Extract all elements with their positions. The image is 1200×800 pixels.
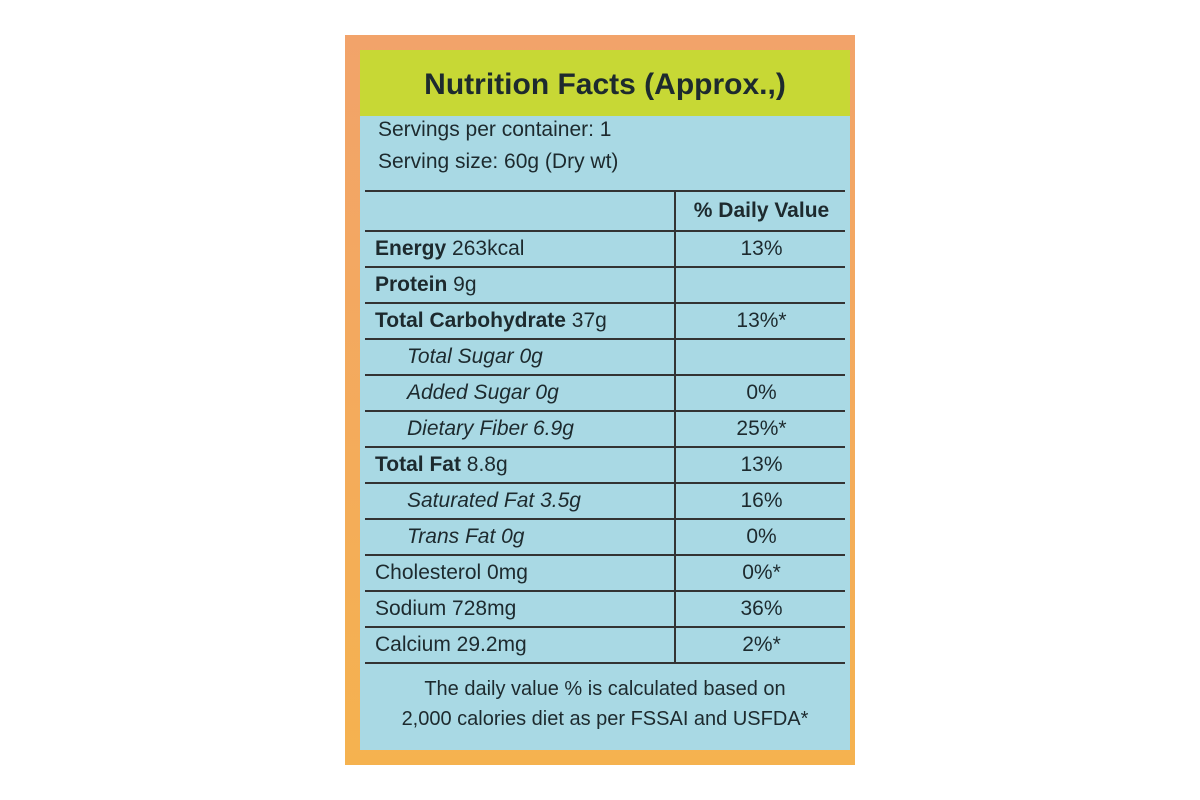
nutrient-row: Total Carbohydrate 37g 13%* [365,304,845,340]
nutrient-amount: Total Sugar 0g [407,345,543,368]
daily-value: 2%* [674,628,847,662]
nutrient-amount: Dietary Fiber 6.9g [407,417,574,440]
daily-value: 13%* [674,304,847,338]
nutrient-row: Saturated Fat 3.5g 16% [365,484,845,520]
nutrient-label: Energy [375,237,447,260]
nutrient-amount: 9g [447,273,477,296]
nutrient-row: Trans Fat 0g 0% [365,520,845,556]
daily-value [674,340,847,374]
nutrient-name: Trans Fat 0g [407,520,525,554]
nutrient-name: Sodium 728mg [375,592,516,626]
nutrient-name: Calcium 29.2mg [375,628,527,662]
footnote-line: 2,000 calories diet as per FSSAI and USF… [401,708,809,730]
nutrient-amount: 37g [565,309,607,332]
nutrition-table: % Daily Value Energy 263kcal 13% Protein 9… [365,190,845,664]
nutrient-row: Dietary Fiber 6.9g 25%* [365,412,845,448]
header-row: % Daily Value [365,192,845,232]
daily-value [674,268,847,302]
daily-value: 0% [674,376,847,410]
nutrient-row: Energy 263kcal 13% [365,232,845,268]
nutrient-label: Total Carbohydrate [375,309,566,332]
nutrient-name: Cholesterol 0mg [375,556,528,590]
daily-value: 16% [674,484,847,518]
nutrient-amount: Cholesterol 0mg [375,561,528,584]
nutrient-row: Added Sugar 0g 0% [365,376,845,412]
daily-value: 13% [674,448,847,482]
nutrient-row: Total Sugar 0g [365,340,845,376]
nutrient-amount: Calcium 29.2mg [375,633,527,656]
nutrient-name: Total Sugar 0g [407,340,543,374]
daily-value: 0%* [674,556,847,590]
nutrient-name: Protein 9g [375,268,477,302]
nutrient-name: Saturated Fat 3.5g [407,484,581,518]
nutrient-row: Sodium 728mg 36% [365,592,845,628]
nutrient-name: Total Carbohydrate 37g [375,304,607,338]
nutrient-row: Cholesterol 0mg 0%* [365,556,845,592]
label-panel [360,116,850,750]
nutrient-amount: 263kcal [446,237,525,260]
nutrient-amount: Added Sugar 0g [407,381,559,404]
daily-value: 0% [674,520,847,554]
daily-value: 13% [674,232,847,266]
nutrient-row: Total Fat 8.8g 13% [365,448,845,484]
servings-line: Serving size: 60g (Dry wt) [378,150,619,173]
nutrient-name: Added Sugar 0g [407,376,559,410]
nutrient-name: Energy 263kcal [375,232,524,266]
nutrient-amount: Saturated Fat 3.5g [407,489,581,512]
nutrient-name: Dietary Fiber 6.9g [407,412,574,446]
nutrient-amount: Trans Fat 0g [407,525,525,548]
daily-value: 36% [674,592,847,626]
nutrient-label: Total Fat [375,453,461,476]
daily-value: 25%* [674,412,847,446]
nutrient-row: Protein 9g [365,268,845,304]
nutrient-name: Total Fat 8.8g [375,448,508,482]
footnote-line: The daily value % is calculated based on [424,678,786,700]
nutrient-label: Protein [375,273,448,296]
title-band [360,50,850,116]
nutrient-amount: 8.8g [460,453,508,476]
nutrient-amount: Sodium 728mg [375,597,517,620]
servings-line: Servings per container: 1 [378,118,612,141]
title: Nutrition Facts (Approx.,) [424,68,786,101]
header-cell: % Daily Value [674,192,847,230]
nutrient-row: Calcium 29.2mg 2%* [365,628,845,664]
